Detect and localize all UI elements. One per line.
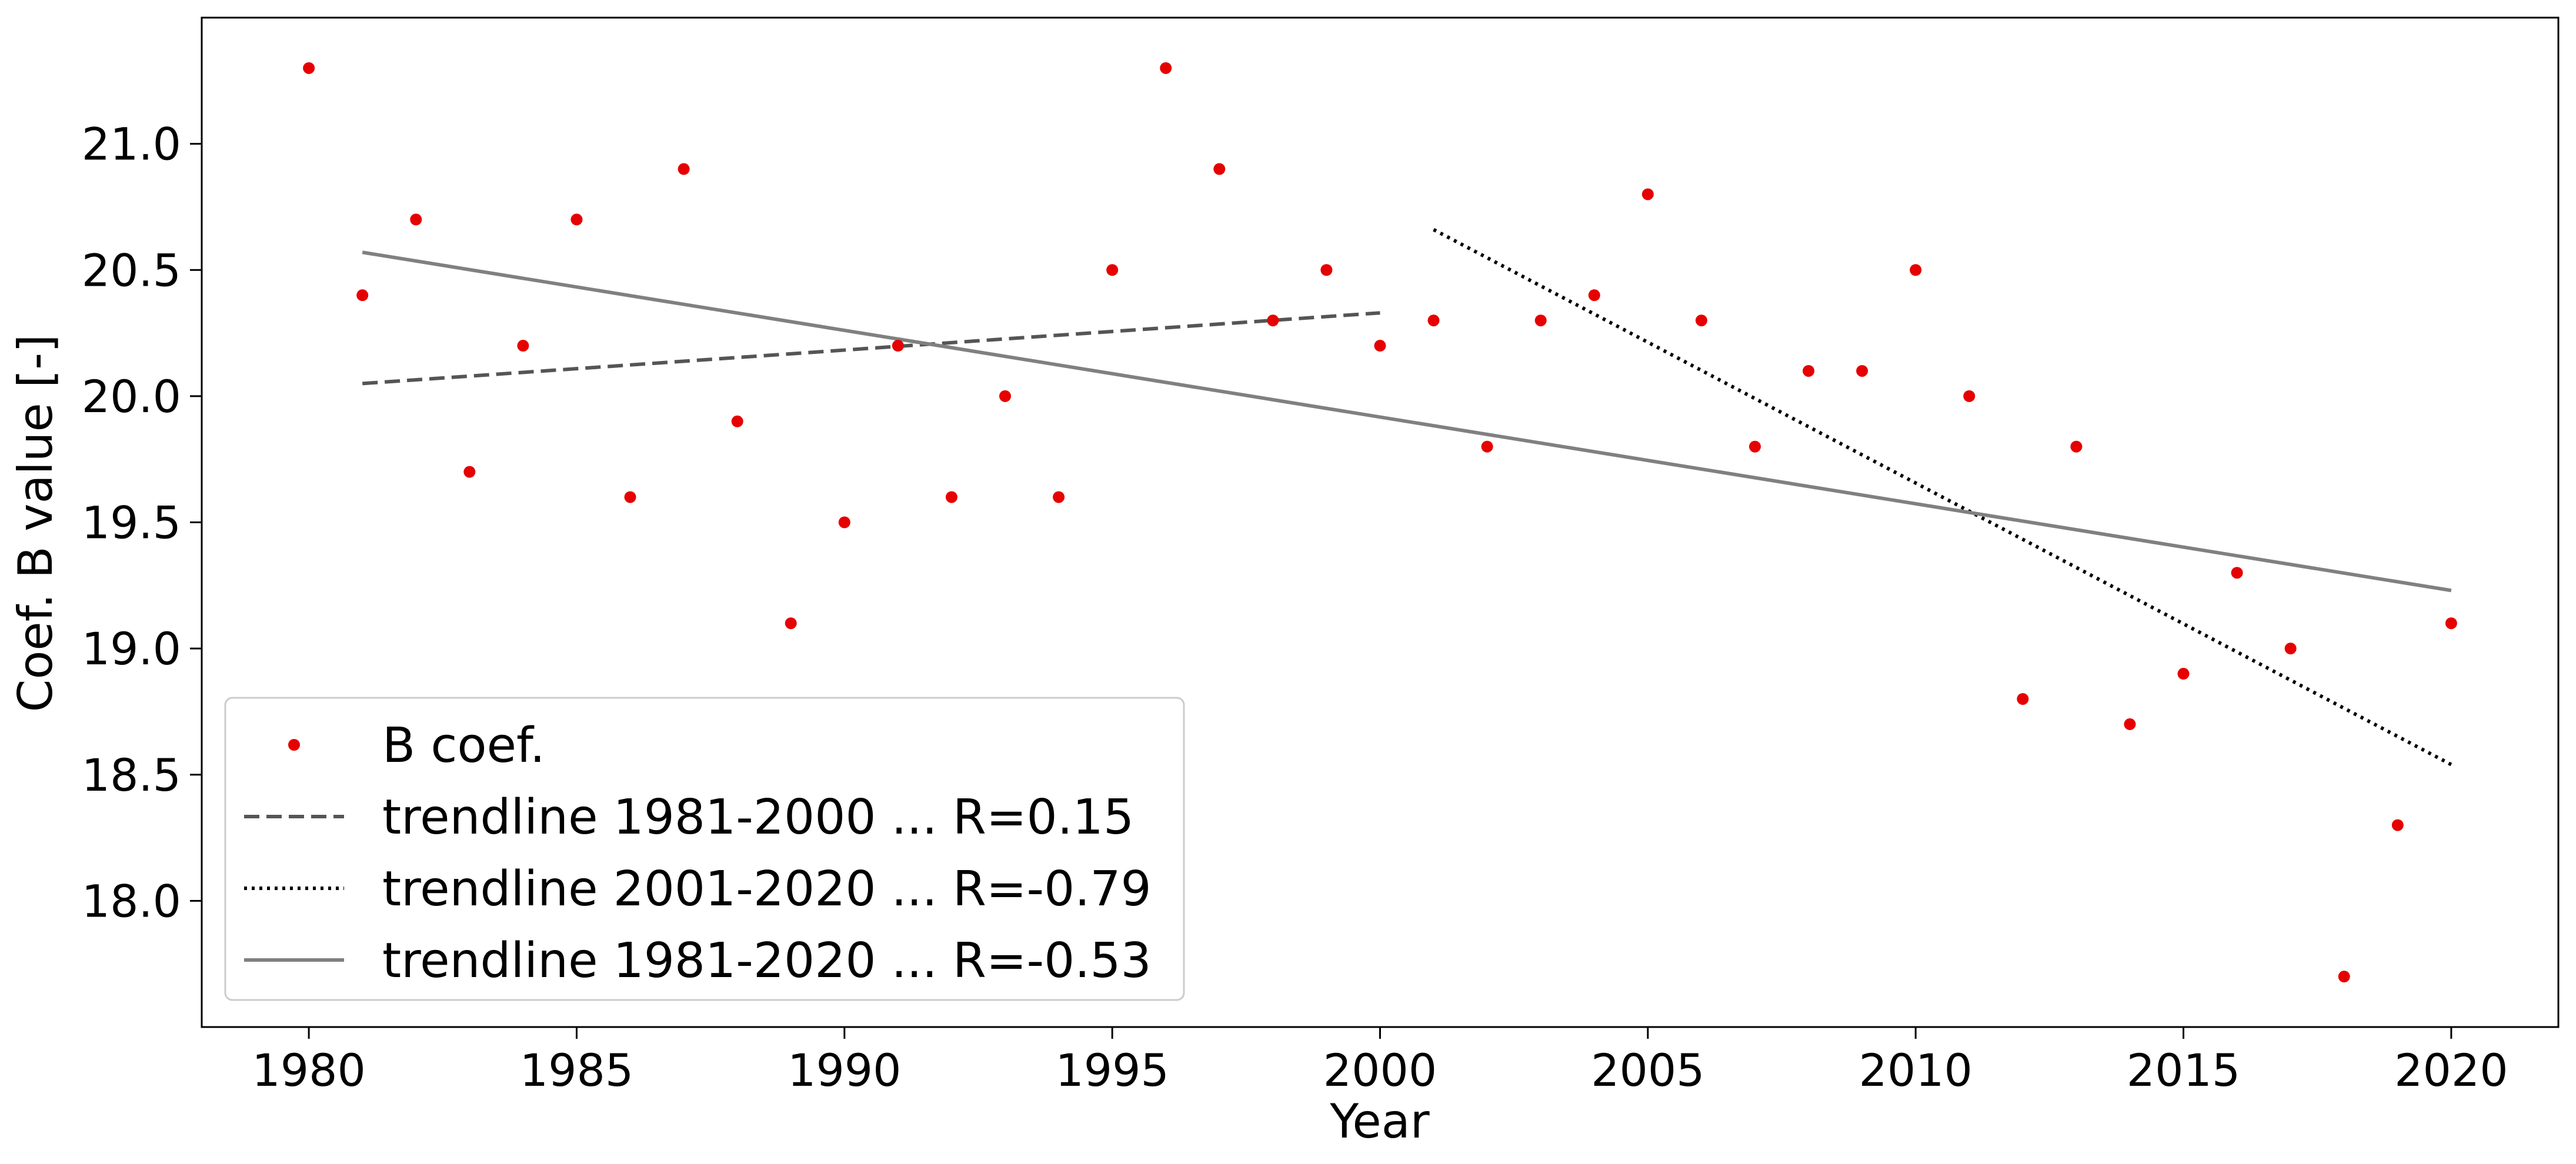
data-point [731,415,743,427]
legend-box [224,697,1185,1001]
data-point [624,491,636,503]
data-point [1749,440,1761,453]
data-point [517,340,529,352]
x-tick-label: 2015 [2127,1044,2240,1096]
data-point [2017,693,2029,705]
y-axis-title: Coef. B value [-] [8,335,63,713]
data-point [1481,440,1493,453]
y-tick-label: 21.0 [82,118,181,170]
data-point [1588,289,1600,302]
data-point [2391,819,2404,831]
y-tick-label: 19.0 [82,623,181,675]
data-point [838,516,850,529]
data-point [1963,390,1976,402]
data-point [2284,643,2297,655]
data-point [1427,315,1440,327]
plot-frame [201,16,2560,1028]
x-axis-title: Year [1329,1094,1429,1149]
data-point [1320,264,1333,276]
data-point [1910,264,1922,276]
x-tick-label: 2010 [1858,1044,1972,1096]
legend-label: trendline 2001-2020 ... R=-0.79 [382,861,1152,917]
x-tick-label: 1995 [1055,1044,1169,1096]
trendline-dashed [362,311,1380,386]
trendlines [362,228,2452,767]
data-point [410,213,422,226]
data-point [1053,491,1065,503]
x-tick-label: 1985 [520,1044,633,1096]
y-tick-label: 20.5 [82,244,181,296]
legend-label: trendline 1981-2000 ... R=0.15 [382,790,1134,845]
trendline-dotted [1433,228,2452,767]
data-point [678,163,690,175]
data-point [1374,340,1386,352]
y-axis: 18.0 18.5 19.0 19.5 20.0 20.5 21.0 [82,118,202,927]
data-point [2445,617,2457,630]
x-tick-label: 1990 [788,1044,901,1096]
y-tick-label: 18.0 [82,875,181,927]
data-point [356,289,369,302]
data-point [785,617,797,630]
data-point [945,491,957,503]
data-points [303,62,2457,983]
data-point [1213,163,1226,175]
data-point [1803,364,1815,377]
data-point [570,213,583,226]
x-axis: 1980 1985 1990 1995 2000 2005 2010 2015 2020 [252,1027,2508,1096]
x-tick-label: 2005 [1591,1044,1704,1096]
data-point [892,340,904,352]
y-tick-label: 19.5 [82,497,181,549]
y-tick-label: 18.5 [82,749,181,801]
legend-label: B coef. [382,718,545,774]
x-tick-label: 2020 [2394,1044,2508,1096]
data-point [2177,668,2190,680]
y-tick-label: 20.0 [82,370,181,423]
data-point [303,62,315,74]
data-point [2070,440,2083,453]
data-point [1856,364,1868,377]
data-point [1641,188,1654,200]
data-point [1534,315,1547,327]
data-point [463,466,476,478]
data-point [1160,62,1172,74]
data-point [2124,718,2136,730]
legend-marker [288,739,300,751]
legend-label: trendline 1981-2020 ... R=-0.53 [382,933,1152,989]
data-point [1106,264,1119,276]
x-tick-label: 2000 [1323,1044,1437,1096]
data-point [2338,971,2350,983]
trendline-solid [362,250,2452,593]
data-point [999,390,1012,402]
data-point [1267,315,1279,327]
data-point [1695,315,1707,327]
x-tick-label: 1980 [252,1044,365,1096]
data-point [2231,567,2243,579]
legend: B coef. trendline 1981-2000 ... R=0.15 tre… [224,697,1185,1001]
